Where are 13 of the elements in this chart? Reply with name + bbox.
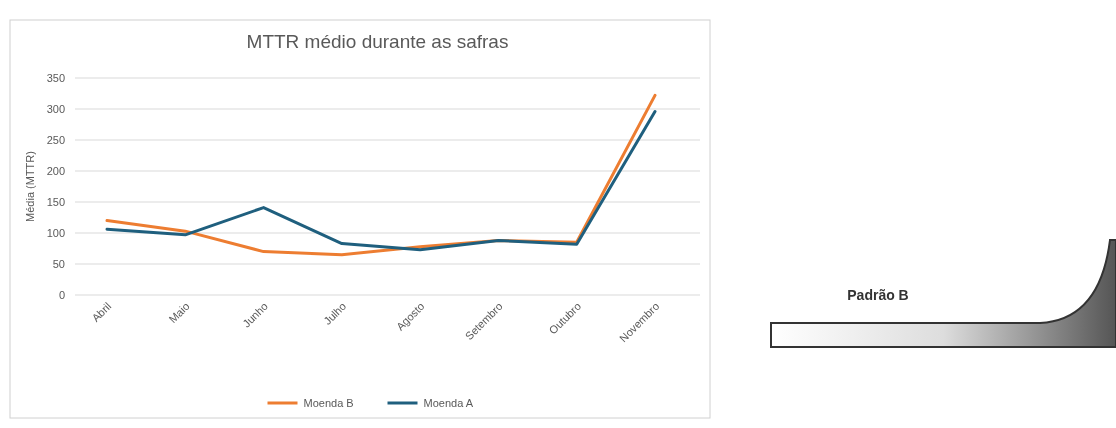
chart-title: MTTR médio durante as safras (246, 31, 509, 52)
y-tick-label: 100 (46, 227, 65, 239)
legend-label: Moenda B (303, 397, 354, 409)
legend-label: Moenda A (423, 397, 474, 409)
y-tick-label: 200 (46, 165, 65, 177)
y-tick-label: 250 (46, 134, 65, 146)
y-tick-label: 300 (46, 103, 65, 115)
y-tick-label: 50 (52, 258, 65, 270)
y-tick-label: 150 (46, 196, 65, 208)
y-tick-label: 350 (46, 72, 65, 84)
text: Padrão B (847, 287, 909, 303)
y-axis-title: Média (MTTR) (24, 151, 36, 222)
y-tick-label: 0 (58, 289, 65, 301)
